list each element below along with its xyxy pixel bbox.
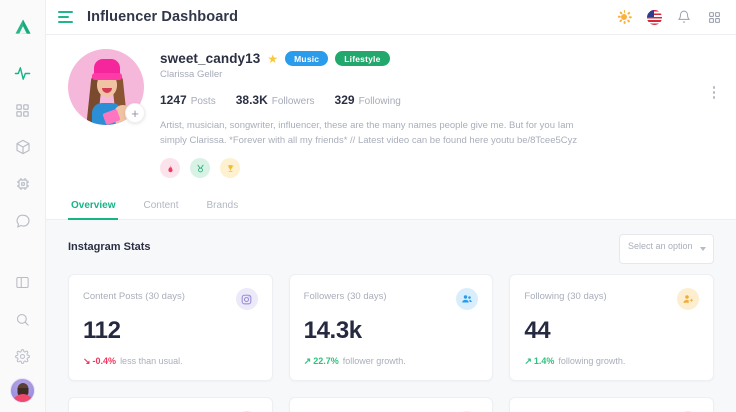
apps-menu-icon[interactable] — [706, 9, 722, 25]
sidebar-item-devices[interactable] — [8, 169, 38, 199]
profile-tabs: Overview Content Brands — [46, 194, 736, 221]
main-column: Influencer Dashboard — [46, 0, 736, 412]
sidebar-item-settings[interactable] — [8, 341, 38, 371]
sidebar-item-dashboard[interactable] — [8, 95, 38, 125]
stat-posts-label: Posts — [190, 96, 216, 107]
trophy-badge-icon[interactable] — [220, 158, 240, 179]
period-select-value: Select an option — [628, 241, 693, 252]
card-footer: ↗ 1.4% following growth. — [524, 356, 699, 366]
sidebar-item-layout[interactable] — [8, 267, 38, 297]
card-delta-value: -0.4% — [92, 356, 117, 367]
avatar-body — [11, 394, 34, 402]
tab-overview[interactable]: Overview — [68, 194, 119, 221]
bell-icon[interactable] — [676, 9, 692, 25]
card-value: 44 — [524, 317, 551, 345]
card-footer: ↗ 22.7% follower growth. — [304, 356, 479, 366]
card-delta: ↗ 1.4% — [524, 356, 554, 366]
profile-username: sweet_candy13 — [160, 51, 261, 66]
tag-music[interactable]: Music — [285, 51, 329, 66]
card-note: follower growth. — [342, 356, 406, 367]
add-photo-button[interactable]: + — [125, 103, 145, 123]
stat-following-value: 329 — [334, 93, 355, 107]
card-label: Following (30 days) — [524, 291, 607, 303]
topbar: Influencer Dashboard — [46, 0, 736, 35]
user-plus-icon — [677, 288, 699, 311]
stat-card-content-posts[interactable]: Content Posts (30 days) 112 ↘ -0.4% less … — [68, 274, 273, 382]
avatar-beard — [17, 388, 28, 397]
page-title: Influencer Dashboard — [87, 9, 239, 25]
profile-section: + sweet_candy13 ★ Music Lifestyle Claris… — [46, 35, 736, 179]
sidebar-item-messages[interactable] — [8, 206, 38, 236]
card-label: Followers (30 days) — [303, 291, 387, 303]
arrow-down-icon: ↘ — [83, 355, 91, 366]
stat-card-comments[interactable]: Comments (30 days) — [288, 397, 494, 412]
stats-header: Instagram Stats Select an option — [68, 234, 714, 265]
profile-photo — [68, 49, 144, 125]
sidebar — [0, 0, 46, 412]
tab-content[interactable]: Content — [143, 200, 179, 212]
tab-brands[interactable]: Brands — [206, 200, 239, 212]
period-select[interactable]: Select an option — [619, 234, 714, 265]
tag-lifestyle[interactable]: Lifestyle — [335, 51, 390, 66]
card-note: less than usual. — [120, 356, 183, 367]
sidebar-user-avatar[interactable] — [10, 378, 35, 403]
topbar-actions — [616, 9, 722, 25]
stat-card-likes[interactable]: Likes (30 days) — [68, 397, 273, 412]
card-delta: ↗ 22.7% — [304, 356, 339, 366]
card-top: Followers (30 days) — [303, 288, 479, 311]
content-area: + sweet_candy13 ★ Music Lifestyle Claris… — [46, 35, 736, 412]
sun-icon[interactable] — [616, 9, 632, 25]
card-top: Content Posts (30 days) — [83, 288, 258, 311]
instagram-icon — [235, 288, 258, 311]
card-footer: ↘ -0.4% less than usual. — [83, 356, 258, 366]
instagram-stats-section: Instagram Stats Select an option Content… — [46, 220, 736, 412]
hamburger-menu-icon[interactable] — [58, 10, 75, 24]
profile-info: sweet_candy13 ★ Music Lifestyle Clarissa… — [160, 49, 720, 179]
profile-badges — [160, 158, 720, 179]
stat-posts: 1247 Posts — [160, 91, 216, 109]
profile-photo-wrap: + — [68, 49, 145, 125]
stat-posts-value: 1247 — [160, 93, 187, 107]
chevron-down-icon — [700, 247, 706, 252]
card-label: Content Posts (30 days) — [83, 291, 185, 303]
flag-glyph — [646, 9, 662, 25]
stat-followers-label: Followers — [271, 96, 315, 107]
triangle-logo-icon[interactable] — [8, 12, 38, 42]
card-value: 14.3k — [303, 317, 362, 345]
arrow-up-icon: ↗ — [524, 355, 532, 366]
sun-glyph — [617, 9, 632, 24]
profile-stats: 1247 Posts 38.3K Followers 329 Following — [160, 91, 720, 109]
medal-badge-icon[interactable] — [190, 158, 210, 179]
card-delta-value: 1.4% — [533, 356, 555, 367]
sidebar-item-activity[interactable] — [8, 58, 38, 88]
card-top: Following (30 days) — [524, 288, 699, 311]
card-delta: ↘ -0.4% — [83, 356, 116, 366]
stat-card-profile-views[interactable]: Profile Views (30 days) — [509, 397, 714, 412]
star-icon: ★ — [267, 51, 279, 66]
stat-following: 329 Following — [335, 91, 401, 109]
stats-grid: Content Posts (30 days) 112 ↘ -0.4% less … — [68, 274, 714, 412]
profile-real-name: Clarissa Geller — [160, 69, 223, 80]
sidebar-item-packages[interactable] — [8, 132, 38, 162]
users-group-icon — [456, 288, 479, 311]
fire-badge-icon[interactable] — [160, 158, 180, 179]
stats-title: Instagram Stats — [68, 241, 151, 254]
profile-bio: Artist, musician, songwriter, influencer… — [160, 120, 578, 146]
stat-card-followers[interactable]: Followers (30 days) 14.3k ↗ — [288, 274, 494, 382]
stat-followers: 38.3K Followers — [236, 91, 315, 109]
us-flag-icon[interactable] — [646, 9, 662, 25]
kebab-menu-icon[interactable] — [710, 83, 719, 102]
profile-name-row: sweet_candy13 ★ Music Lifestyle — [160, 51, 720, 66]
card-delta-value: 22.7% — [313, 356, 339, 367]
card-value: 112 — [83, 317, 121, 345]
stat-followers-value: 38.3K — [235, 93, 268, 107]
stat-following-label: Following — [358, 96, 401, 107]
sidebar-item-search[interactable] — [8, 304, 38, 334]
stat-card-following[interactable]: Following (30 days) 44 ↗ 1.4% fol — [509, 274, 714, 382]
arrow-up-icon: ↗ — [303, 355, 312, 366]
card-note: following growth. — [558, 356, 626, 367]
